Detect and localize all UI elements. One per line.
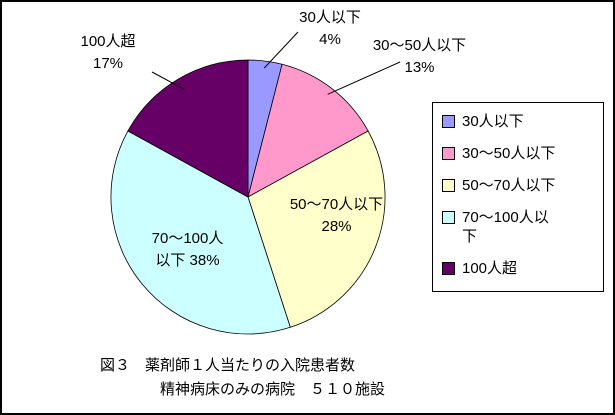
legend-label: 50～70人以下 [462, 177, 556, 194]
chart-subtitle: 精神病床のみの病院 ５１０施設 [160, 381, 386, 398]
chart-title: 図３ 薬剤師１人当たりの入院患者数 [100, 357, 356, 374]
callout-label: 100人超 [80, 33, 136, 50]
pie-slice-2 [247, 130, 386, 328]
legend-swatch-icon [442, 179, 455, 192]
legend-label: 70～100人以下 [462, 209, 549, 245]
callout-value: 13% [404, 59, 435, 76]
callout-30-50: 30～50人以下 13% [342, 35, 497, 79]
callout-50-70: 50～70人以下 28% [264, 194, 409, 238]
legend-label: 100人超 [462, 260, 518, 277]
legend-swatch-icon [442, 147, 455, 160]
pie-slice-1 [247, 63, 369, 198]
callout-under-30: 30人以下 4% [265, 7, 395, 51]
legend-item-30-50: 30～50人以下 [441, 144, 595, 163]
leader-line-4 [151, 71, 185, 90]
callout-label: 30人以下 [299, 9, 361, 26]
legend-label: 30～50人以下 [462, 145, 556, 162]
legend-item-70-100: 70～100人以下 [441, 208, 595, 246]
pie-slice-4 [127, 59, 249, 198]
callout-value: 4% [319, 31, 341, 48]
callout-value: 17% [92, 55, 124, 72]
legend-item-under-30: 30人以下 [441, 112, 595, 131]
callout-value: 以下 38% [155, 252, 220, 269]
callout-label: 70～100人 [151, 230, 224, 247]
legend: 30人以下 30～50人以下 50～70人以下 70～100人以下 100人超 [432, 102, 604, 292]
pie-slice-3 [110, 130, 291, 335]
callout-value: 28% [321, 218, 352, 235]
legend-label: 30人以下 [462, 113, 524, 130]
callout-70-100: 70～100人 以下 38% [115, 228, 260, 272]
legend-item-over-100: 100人超 [441, 259, 595, 278]
callout-label: 50～70人以下 [289, 196, 384, 213]
legend-item-50-70: 50～70人以下 [441, 176, 595, 195]
leader-line-0 [263, 31, 299, 69]
legend-swatch-icon [442, 211, 455, 224]
legend-swatch-icon [442, 115, 455, 128]
callout-over-100: 100人超 17% [47, 31, 169, 75]
leader-line-1 [327, 61, 401, 95]
legend-swatch-icon [442, 262, 455, 275]
callout-label: 30～50人以下 [372, 37, 467, 54]
